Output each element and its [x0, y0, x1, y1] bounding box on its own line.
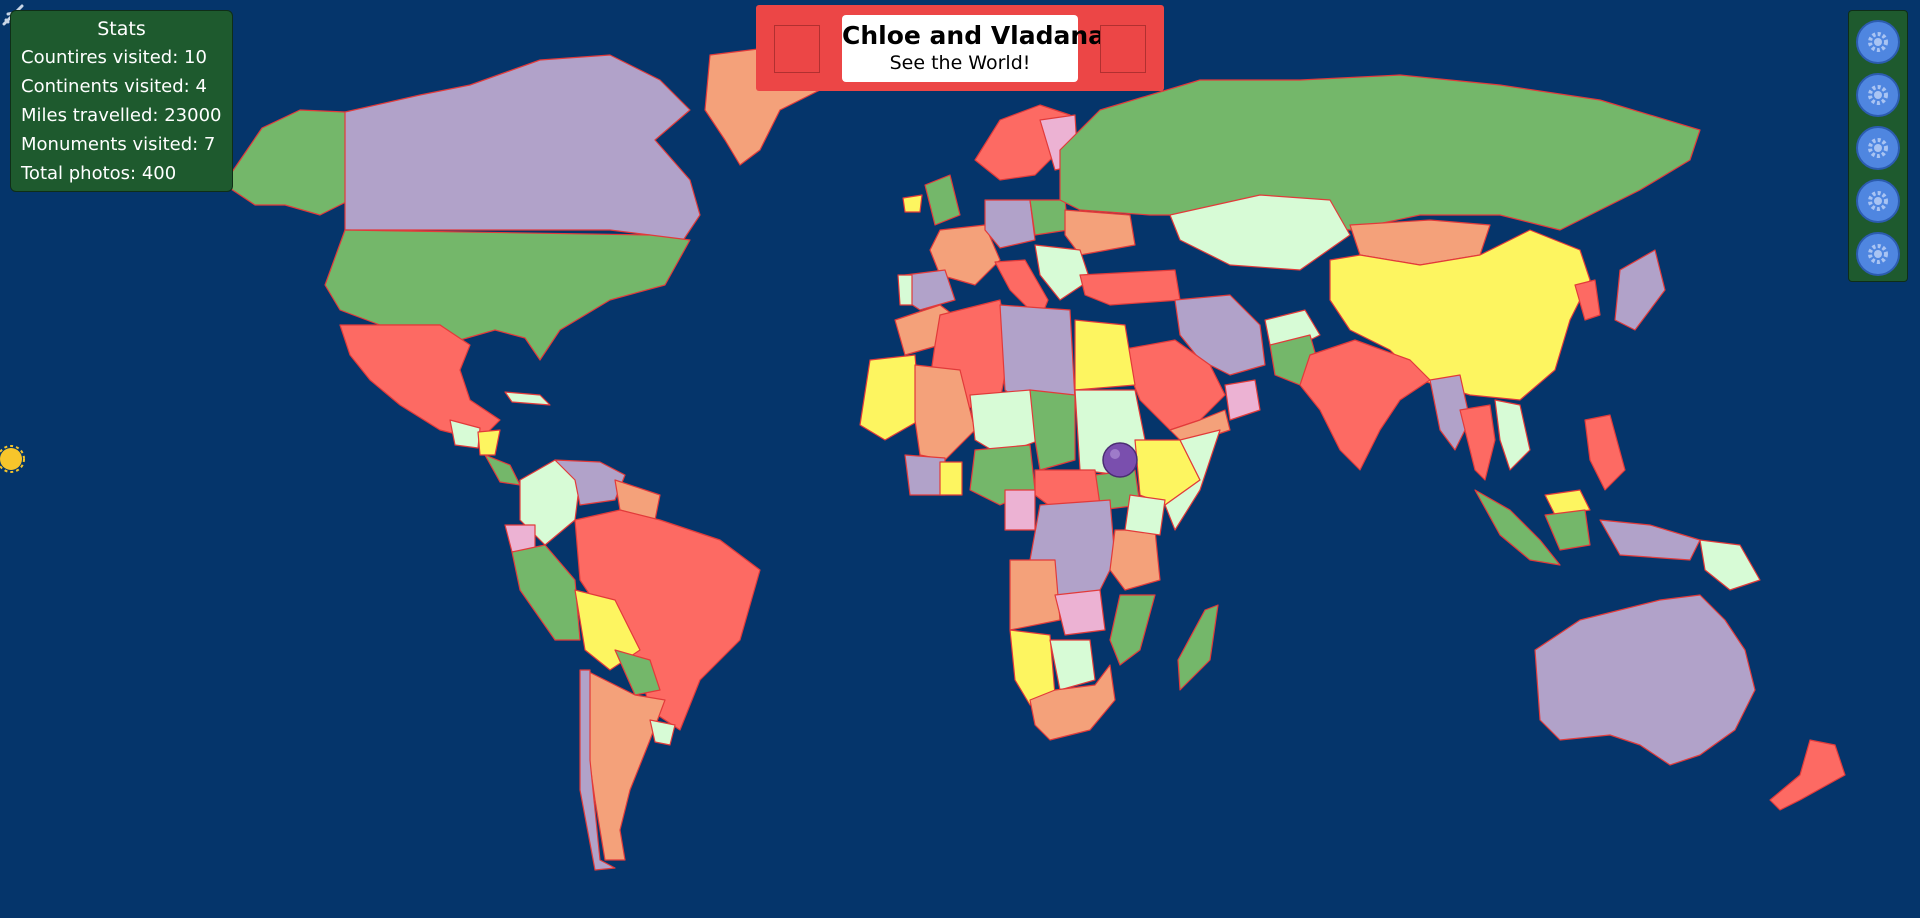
stat-label: Total photos: — [21, 163, 137, 184]
country-west-africa-b[interactable] — [939, 461, 963, 496]
country-germany[interactable] — [984, 199, 1036, 249]
country-central-america-b[interactable] — [477, 429, 501, 456]
country-indonesia-east[interactable] — [1599, 519, 1701, 561]
country-oman[interactable] — [1224, 379, 1261, 421]
page-subtitle: See the World! — [889, 52, 1031, 74]
sun-icon — [0, 445, 25, 473]
country-russia[interactable] — [1059, 74, 1701, 231]
country-portugal[interactable] — [897, 274, 913, 306]
settings-button[interactable] — [1856, 126, 1900, 170]
country-korea[interactable] — [1574, 279, 1601, 321]
page-title: Chloe and Vladana — [842, 21, 1106, 50]
country-png[interactable] — [1699, 539, 1761, 591]
country-central-america-c[interactable] — [484, 454, 521, 486]
stat-countries: Countires visited: 10 — [21, 43, 222, 72]
country-zambia[interactable] — [1054, 589, 1106, 636]
country-uk[interactable] — [924, 174, 961, 226]
country-botswana[interactable] — [1049, 639, 1096, 691]
stats-heading: Stats — [97, 18, 146, 40]
settings-button[interactable] — [1856, 232, 1900, 276]
country-somalia[interactable] — [1164, 429, 1221, 531]
location-marker-icon[interactable] — [1102, 442, 1138, 478]
country-south-africa[interactable] — [1029, 664, 1116, 741]
country-egypt[interactable] — [1074, 319, 1136, 391]
prev-button[interactable] — [774, 25, 820, 73]
country-west-africa-a[interactable] — [904, 454, 946, 496]
country-new-zealand[interactable] — [1769, 739, 1846, 811]
stat-label: Monuments visited: — [21, 134, 199, 155]
settings-button[interactable] — [1856, 73, 1900, 117]
country-japan[interactable] — [1614, 249, 1666, 331]
stat-label: Countires visited: — [21, 47, 179, 68]
country-central-america-a[interactable] — [449, 419, 481, 449]
country-paraguay[interactable] — [614, 649, 661, 696]
country-madagascar[interactable] — [1177, 604, 1219, 691]
gear-icon — [1868, 32, 1888, 52]
stat-photos: Total photos: 400 — [21, 159, 222, 188]
gear-icon — [1868, 244, 1888, 264]
country-chile[interactable] — [579, 669, 616, 871]
country-china[interactable] — [1329, 229, 1591, 401]
country-thailand[interactable] — [1459, 404, 1496, 481]
country-australia[interactable] — [1534, 594, 1756, 766]
country-ireland[interactable] — [902, 194, 923, 213]
title-card: Chloe and Vladana See the World! — [842, 15, 1106, 82]
stat-value: 4 — [195, 76, 207, 97]
country-turkey[interactable] — [1079, 269, 1181, 306]
country-vietnam[interactable] — [1494, 399, 1531, 471]
gear-icon — [1868, 85, 1888, 105]
country-cuba[interactable] — [504, 391, 551, 406]
stat-label: Miles travelled: — [21, 105, 159, 126]
settings-button[interactable] — [1856, 20, 1900, 64]
settings-button[interactable] — [1856, 179, 1900, 223]
country-uruguay[interactable] — [649, 719, 676, 746]
country-venezuela[interactable] — [554, 459, 626, 506]
country-mexico[interactable] — [339, 324, 501, 441]
country-philippines[interactable] — [1584, 414, 1626, 491]
stat-value: 400 — [141, 163, 177, 184]
country-saudi-arabia[interactable] — [1119, 339, 1226, 431]
country-usa[interactable] — [324, 229, 691, 361]
country-indonesia-west[interactable] — [1474, 489, 1561, 566]
country-kenya[interactable] — [1124, 494, 1166, 536]
stat-value: 23000 — [164, 105, 222, 126]
stat-label: Continents visited: — [21, 76, 190, 97]
country-cameroon[interactable] — [1004, 489, 1036, 531]
title-bar: Chloe and Vladana See the World! — [756, 5, 1164, 91]
country-balkans[interactable] — [1034, 244, 1091, 301]
next-button[interactable] — [1100, 25, 1146, 73]
country-iran[interactable] — [1174, 294, 1266, 376]
stat-value: 7 — [203, 134, 216, 155]
country-mozambique[interactable] — [1109, 594, 1156, 666]
stats-panel: Stats Countires visited: 10 Continents v… — [10, 10, 233, 192]
country-chad[interactable] — [1029, 389, 1076, 471]
stat-continents: Continents visited: 4 — [21, 72, 222, 101]
country-indonesia-borneo[interactable] — [1544, 509, 1591, 551]
stat-miles: Miles travelled: 23000 — [21, 101, 222, 130]
country-ukraine[interactable] — [1064, 209, 1136, 256]
country-alaska[interactable] — [224, 109, 351, 216]
stat-monuments: Monuments visited: 7 — [21, 130, 222, 159]
country-tanzania[interactable] — [1109, 529, 1161, 591]
country-kazakhstan[interactable] — [1169, 194, 1351, 271]
country-myanmar[interactable] — [1429, 374, 1471, 451]
country-india[interactable] — [1299, 339, 1431, 471]
country-peru[interactable] — [511, 544, 581, 641]
country-malaysia[interactable] — [1544, 489, 1591, 516]
stat-value: 10 — [184, 47, 207, 68]
side-toolbar — [1848, 10, 1908, 282]
country-mauritania[interactable] — [859, 354, 921, 441]
gear-icon — [1868, 191, 1888, 211]
country-poland[interactable] — [1029, 199, 1069, 236]
country-angola[interactable] — [1009, 559, 1061, 631]
gear-icon — [1868, 138, 1888, 158]
country-canada[interactable] — [344, 54, 701, 246]
